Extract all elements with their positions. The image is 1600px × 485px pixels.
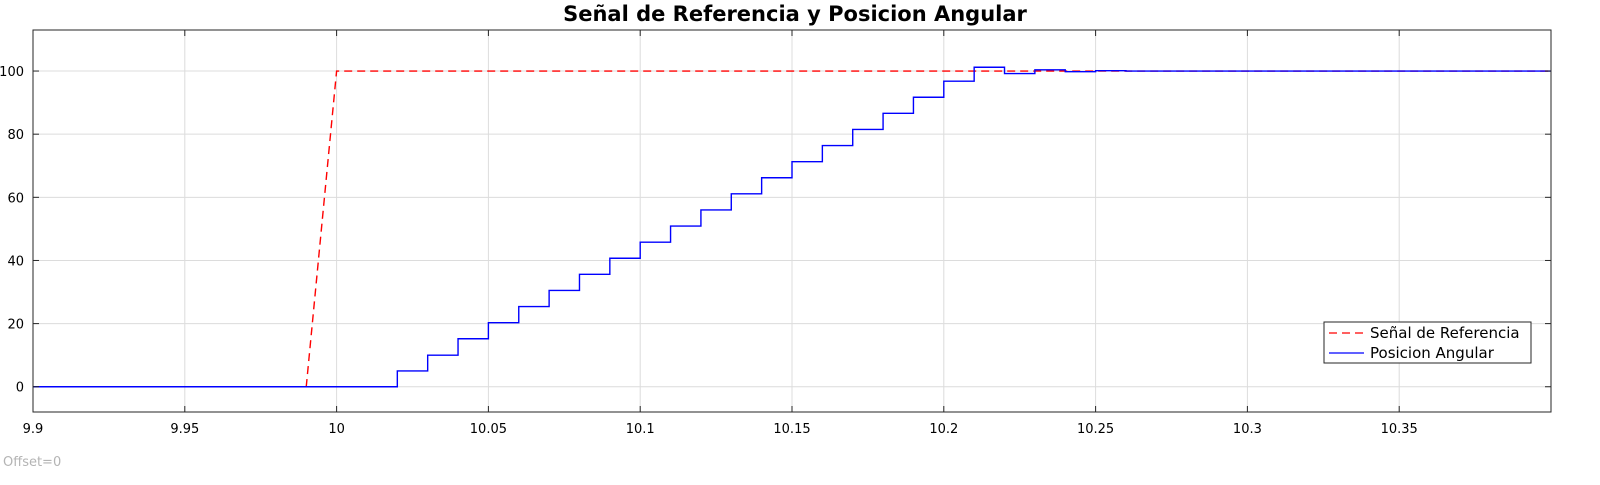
y-tick-label: 80 bbox=[7, 128, 24, 143]
x-tick-label: 10.05 bbox=[470, 422, 507, 437]
x-tick-label: 9.95 bbox=[170, 422, 199, 437]
y-tick-label: 0 bbox=[16, 381, 24, 396]
axis-ticks: 9.9 9.95 10 10.05 10.1 10.15 10.2 10.25 10.3 10.3… bbox=[0, 30, 1551, 437]
x-tick-label: 10 bbox=[328, 422, 345, 437]
y-tick-label: 60 bbox=[7, 191, 24, 206]
x-tick-label: 10.2 bbox=[929, 422, 958, 437]
legend[interactable]: Señal de Referencia Posicion Angular bbox=[1323, 321, 1532, 364]
x-tick-label: 9.9 bbox=[23, 422, 44, 437]
legend-label-reference: Señal de Referencia bbox=[1370, 324, 1520, 342]
x-tick-label: 10.25 bbox=[1077, 422, 1114, 437]
legend-label-position: Posicion Angular bbox=[1370, 344, 1495, 362]
legend-box bbox=[1323, 321, 1532, 364]
chart-title: Señal de Referencia y Posicion Angular bbox=[563, 2, 1027, 26]
x-tick-label: 10.1 bbox=[626, 422, 655, 437]
x-tick-label: 10.3 bbox=[1233, 422, 1262, 437]
y-tick-label: 100 bbox=[0, 65, 24, 80]
y-tick-label: 40 bbox=[7, 254, 24, 269]
offset-label: Offset=0 bbox=[3, 455, 62, 470]
series-line-position bbox=[33, 66, 1551, 388]
grid bbox=[32, 30, 1551, 412]
plot-series bbox=[33, 66, 1551, 388]
x-tick-label: 10.15 bbox=[773, 422, 810, 437]
y-tick-label: 20 bbox=[7, 318, 24, 333]
x-tick-label: 10.35 bbox=[1381, 422, 1418, 437]
